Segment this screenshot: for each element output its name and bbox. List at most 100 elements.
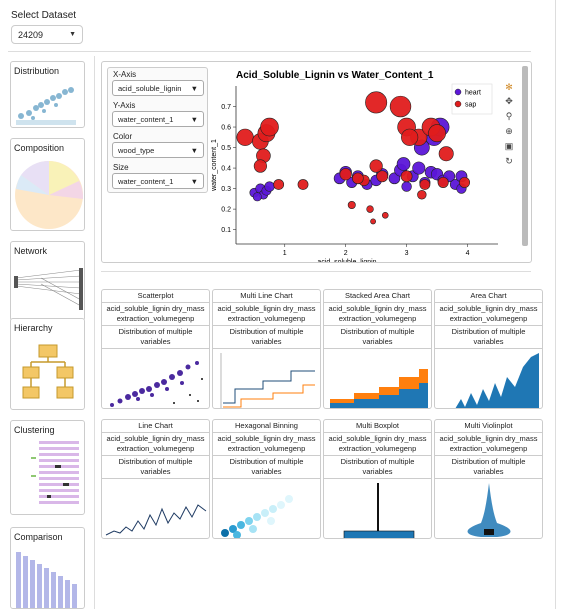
hexbin-thumbnail: [221, 495, 293, 538]
sidebar-card-hierarchy[interactable]: Hierarchy: [10, 318, 85, 410]
sidebar-card-label: Distribution: [14, 66, 60, 76]
sidebar-card-label: Clustering: [14, 425, 55, 435]
sidebar-divider: [94, 56, 95, 609]
chevron-down-icon: ▼: [69, 31, 76, 38]
gallery-card-variables: acid_soluble_lignin dry_mass extraction_…: [435, 303, 542, 326]
size-label: Size: [113, 163, 129, 172]
data-point-heart: [396, 157, 411, 171]
color-label: Color: [113, 132, 133, 141]
data-point-sap: [381, 211, 389, 219]
sidebar-card-clustering[interactable]: Clustering: [10, 420, 85, 515]
data-point-sap: [369, 159, 383, 173]
sidebar-card-label: Comparison: [14, 532, 63, 542]
hierarchy-icon: [22, 344, 74, 399]
comparison-thumbnail: [16, 552, 77, 608]
y-tick-label: 0.6: [221, 125, 231, 132]
gallery-card-area-chart[interactable]: Area Chart acid_soluble_lignin dry_mass …: [434, 289, 543, 409]
gallery-card-multi-line-chart[interactable]: Multi Line Chart acid_soluble_lignin dry…: [212, 289, 321, 409]
sidebar-card-label: Hierarchy: [14, 323, 53, 333]
gallery-card-hexagonal-binning[interactable]: Hexagonal Binning acid_soluble_lignin dr…: [212, 419, 321, 539]
sidebar-card-composition[interactable]: Composition: [10, 138, 85, 231]
data-point-sap: [236, 128, 254, 146]
data-point-sap: [428, 124, 446, 143]
data-point-sap: [438, 146, 454, 162]
data-point-heart: [388, 172, 401, 185]
x-tick-label: 4: [466, 250, 470, 257]
chart-axes: 1 2 3 4 0.1 0.2 0.3 0.4 0.5 0.6 0.7 acid_soluble_li…: [211, 86, 498, 262]
data-point-sap: [297, 179, 309, 190]
sidebar-card-distribution[interactable]: Distribution: [10, 61, 85, 128]
pan-icon[interactable]: ✥: [505, 96, 513, 106]
gallery-card-variables: acid_soluble_lignin dry_mass extraction_…: [324, 433, 431, 456]
data-point-heart: [264, 181, 275, 192]
gallery-card-description: Distribution of multiple variables: [324, 326, 431, 349]
y-axis-select[interactable]: water_content_1 ▼: [112, 111, 204, 127]
gallery-card-variables: acid_soluble_lignin dry_mass extraction_…: [213, 303, 320, 326]
data-point-sap: [437, 176, 449, 188]
y-tick-label: 0.7: [221, 104, 231, 111]
data-point-heart: [401, 181, 412, 192]
distribution-thumbnail: [16, 87, 76, 125]
gallery-card-description: Distribution of multiple variables: [324, 456, 431, 479]
legend-label-heart: heart: [465, 90, 481, 97]
data-point-sap: [365, 91, 388, 114]
data-point-sap: [253, 159, 267, 173]
data-point-heart: [252, 192, 262, 202]
scatterplot-thumbnail: [110, 361, 203, 407]
plot-scrollbar[interactable]: [522, 66, 528, 246]
gallery-card-title: Multi Boxplot: [324, 420, 431, 433]
data-point-sap: [260, 117, 279, 137]
gallery-card-variables: acid_soluble_lignin dry_mass extraction_…: [102, 433, 209, 456]
gallery-card-description: Distribution of multiple variables: [435, 326, 542, 349]
x-axis-select[interactable]: acid_soluble_lignin ▼: [112, 80, 204, 96]
dataset-select[interactable]: 24209 ▼: [11, 25, 83, 44]
gallery-card-multi-violinplot[interactable]: Multi Violinplot acid_soluble_lignin dry…: [434, 419, 543, 539]
boxplot-thumbnail: [343, 483, 415, 538]
divider: [8, 51, 531, 52]
gallery-card-title: Multi Line Chart: [213, 290, 320, 303]
data-point-sap: [366, 205, 374, 213]
wheel-zoom-icon[interactable]: ⊕: [505, 126, 513, 136]
size-select[interactable]: water_content_1 ▼: [112, 173, 204, 189]
data-point-sap: [347, 201, 356, 210]
gallery-card-description: Distribution of multiple variables: [213, 456, 320, 479]
reset-icon[interactable]: ↻: [505, 156, 513, 166]
chart-legend: heart sap: [451, 83, 493, 115]
network-thumbnail: [14, 268, 83, 310]
violin-thumbnail: [467, 483, 511, 537]
color-value: wood_type: [118, 146, 155, 155]
chevron-down-icon: ▼: [190, 115, 198, 124]
chevron-down-icon: ▼: [190, 177, 198, 186]
legend-swatch-sap: [454, 100, 462, 108]
main-scatter-chart[interactable]: Acid_Soluble_Lignin vs Water_Content_1 1…: [200, 66, 500, 262]
data-point-sap: [376, 170, 389, 183]
data-point-sap: [352, 172, 364, 185]
clustering-thumbnail: [31, 441, 79, 504]
legend-box: [451, 83, 493, 115]
divider: [101, 271, 531, 272]
sidebar-card-comparison[interactable]: Comparison: [10, 527, 85, 609]
sidebar-card-network[interactable]: Network: [10, 241, 85, 321]
data-point-sap: [339, 168, 352, 181]
y-tick-label: 0.3: [221, 186, 231, 193]
gallery-card-line-chart[interactable]: Line Chart acid_soluble_lignin dry_mass …: [101, 419, 210, 539]
y-tick-label: 0.1: [221, 227, 231, 234]
gallery-card-stacked-area-chart[interactable]: Stacked Area Chart acid_soluble_lignin d…: [323, 289, 432, 409]
data-point-sap: [419, 179, 431, 190]
save-icon[interactable]: ▣: [504, 141, 514, 151]
gallery-card-title: Scatterplot: [102, 290, 209, 303]
gallery-card-description: Distribution of multiple variables: [102, 326, 209, 349]
data-point-sap: [401, 128, 419, 146]
gallery-card-multi-boxplot[interactable]: Multi Boxplot acid_soluble_lignin dry_ma…: [323, 419, 432, 539]
zoom-icon[interactable]: ⚲: [505, 111, 513, 121]
x-tick-label: 1: [283, 250, 287, 257]
gallery-card-scatterplot[interactable]: Scatterplot acid_soluble_lignin dry_mass…: [101, 289, 210, 409]
gallery-card-variables: acid_soluble_lignin dry_mass extraction_…: [324, 303, 431, 326]
legend-label-sap: sap: [465, 102, 476, 109]
chart-points: [236, 91, 470, 225]
gallery-card-description: Distribution of multiple variables: [435, 456, 542, 479]
color-select[interactable]: wood_type ▼: [112, 142, 204, 158]
data-point-sap: [370, 218, 376, 225]
data-point-sap: [458, 176, 470, 188]
